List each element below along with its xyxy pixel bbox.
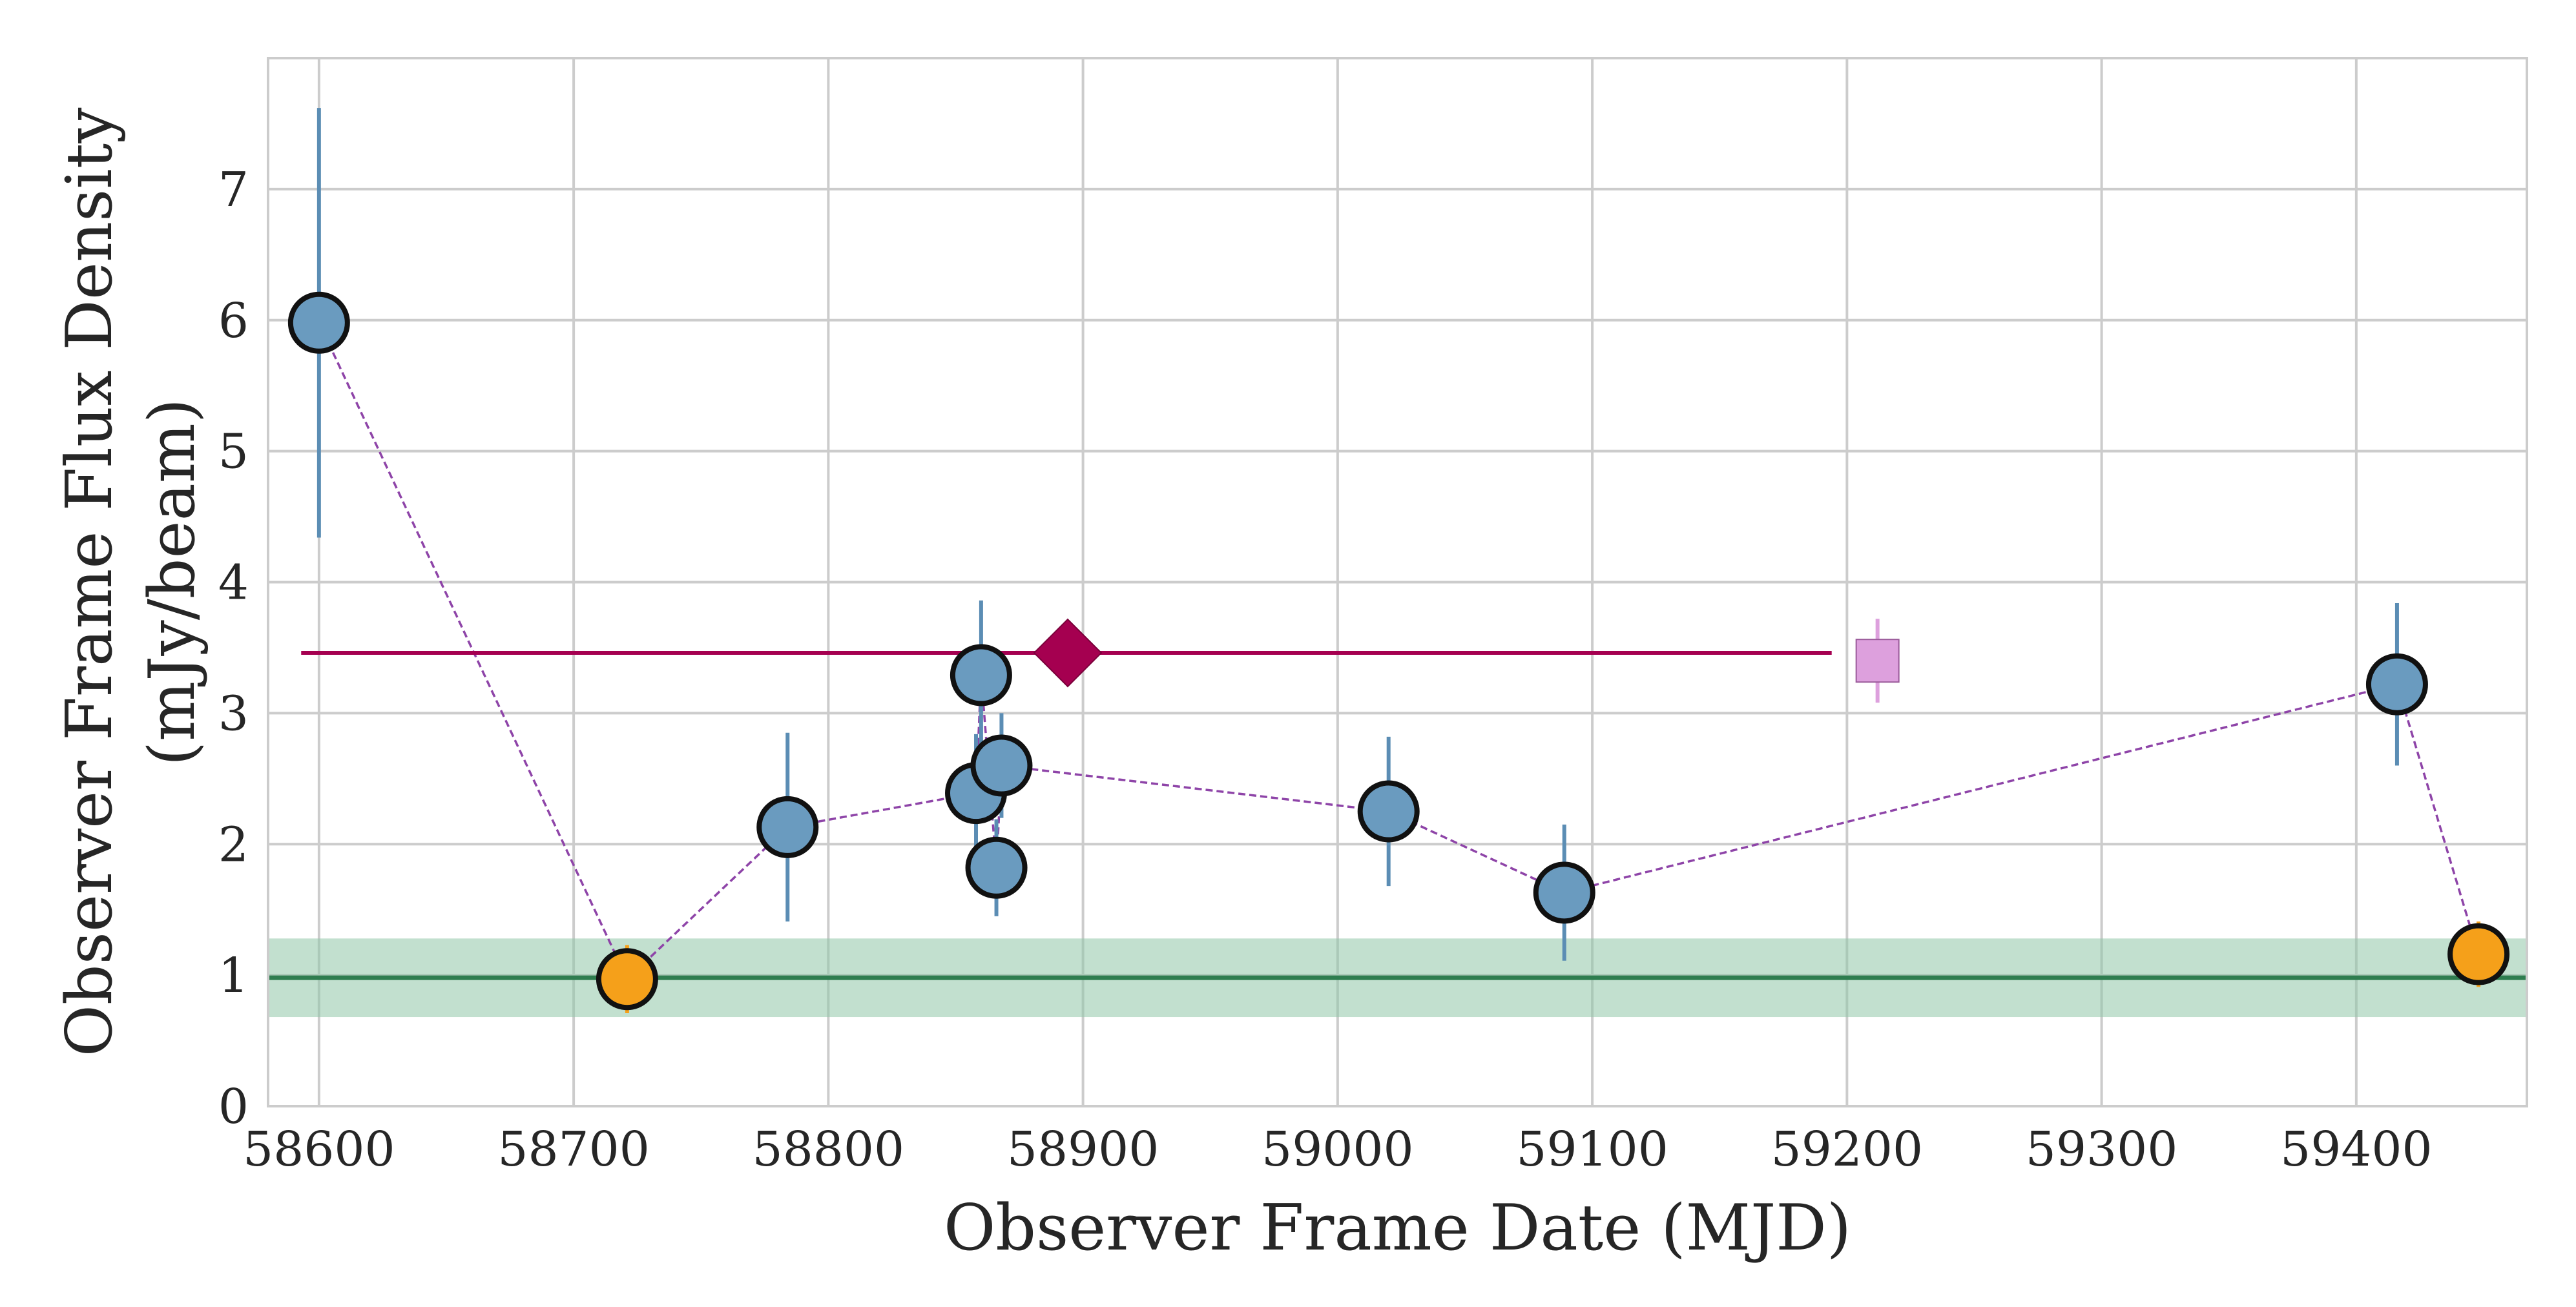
x-axis-title: Observer Frame Date (MJD) bbox=[944, 1191, 1851, 1265]
y-tick-label: 5 bbox=[218, 424, 249, 480]
y-tick-label: 4 bbox=[218, 555, 249, 611]
data-point-marker bbox=[2365, 653, 2428, 715]
dashed-connector bbox=[318, 322, 2480, 982]
y-tick-label: 6 bbox=[218, 293, 249, 349]
x-tick-label: 58700 bbox=[497, 1122, 649, 1177]
x-tick-label: 58900 bbox=[1007, 1122, 1159, 1177]
square-marker bbox=[1855, 639, 1900, 683]
y-tick-label: 3 bbox=[218, 686, 249, 741]
data-markers bbox=[287, 291, 2510, 1011]
x-tick-label: 59000 bbox=[1262, 1122, 1413, 1177]
data-point-marker bbox=[1533, 861, 1595, 924]
plot-frame bbox=[267, 57, 2528, 1107]
data-point-marker bbox=[950, 644, 1012, 706]
y-tick-labels: 0 1 2 3 4 5 6 7 bbox=[218, 162, 249, 1135]
x-tick-label: 58600 bbox=[243, 1122, 395, 1177]
y-tick-label: 7 bbox=[218, 162, 249, 218]
x-tick-label: 59300 bbox=[2026, 1122, 2177, 1177]
y-axis-title-line1: Observer Frame Flux Density bbox=[53, 107, 127, 1056]
x-tick-label: 59200 bbox=[1771, 1122, 1923, 1177]
data-point-marker bbox=[970, 734, 1033, 797]
data-point-marker bbox=[2447, 923, 2510, 985]
data-point-marker bbox=[596, 948, 658, 1011]
data-point-marker bbox=[1357, 780, 1420, 843]
data-point-marker bbox=[756, 796, 819, 858]
y-tick-label: 0 bbox=[218, 1079, 249, 1135]
x-tick-label: 59100 bbox=[1516, 1122, 1668, 1177]
data-point-marker bbox=[965, 836, 1028, 899]
diamond-marker bbox=[1033, 618, 1103, 688]
y-tick-label: 2 bbox=[218, 817, 249, 872]
y-axis-title-line2: (mJy/beam) bbox=[136, 398, 209, 766]
data-point-marker bbox=[287, 291, 350, 354]
x-tick-label: 59400 bbox=[2280, 1122, 2432, 1177]
dashed-connector-line bbox=[318, 322, 2480, 982]
x-tick-label: 58800 bbox=[753, 1122, 904, 1177]
x-tick-labels: 58600 58700 58800 58900 59000 59100 59200 59300… bbox=[243, 1122, 2432, 1177]
y-tick-label: 1 bbox=[218, 948, 249, 1003]
